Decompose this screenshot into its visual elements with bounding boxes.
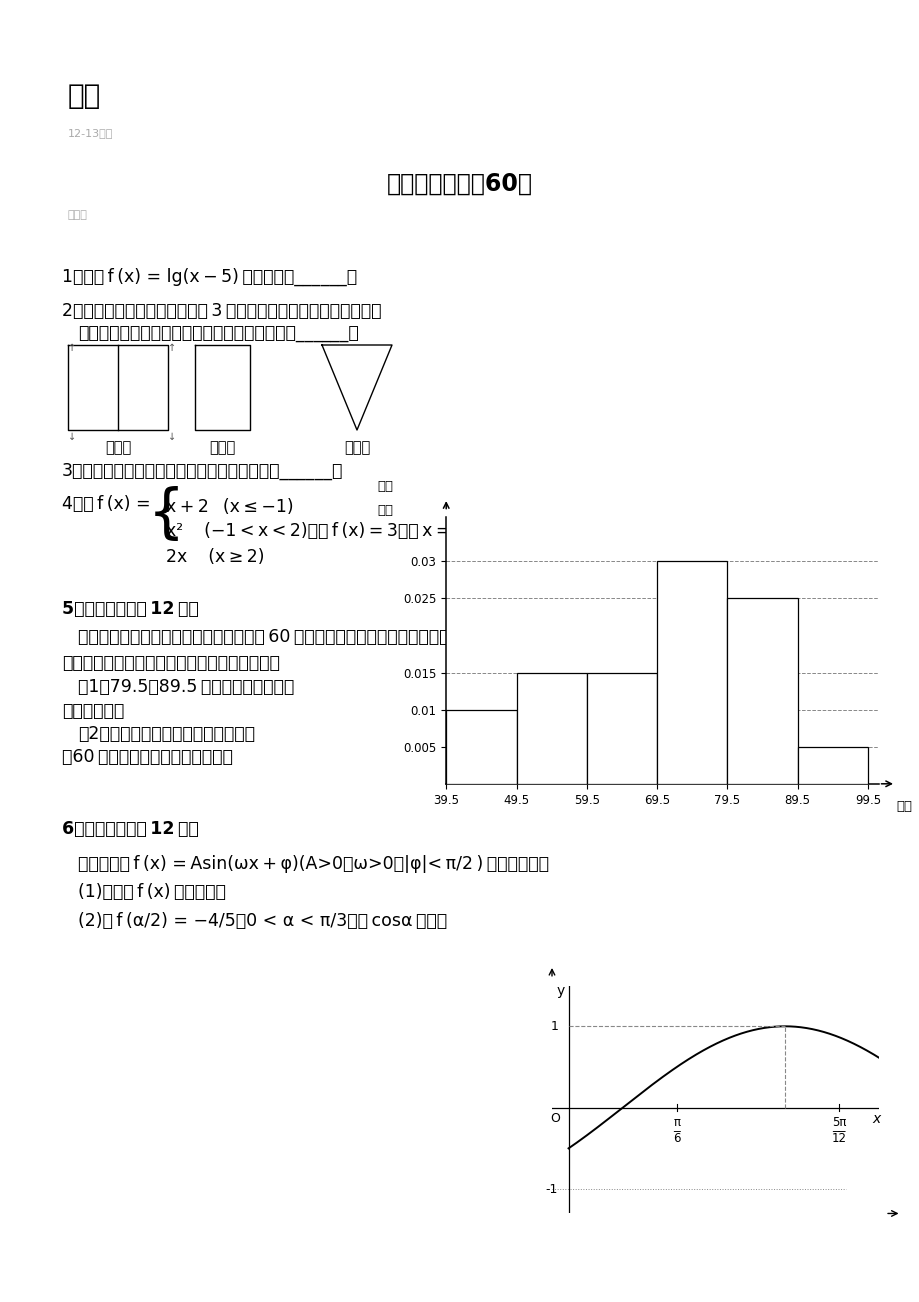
Text: （60 分及以上为及格）和平均分．: （60 分及以上为及格）和平均分． <box>62 749 233 766</box>
Text: ─: ─ <box>673 1125 679 1135</box>
Text: 1．函数 f (x) = lg(x − 5) 的定义域是______．: 1．函数 f (x) = lg(x − 5) 的定义域是______． <box>62 268 357 286</box>
Bar <box>516 673 586 784</box>
Text: 侧视图: 侧视图 <box>209 440 235 454</box>
Text: 5．（本小题满分 12 分）: 5．（本小题满分 12 分） <box>62 600 199 618</box>
Text: O: O <box>550 1112 560 1125</box>
Text: (2)若 f (α/2) = −4/5，0 < α < π/3，求 cosα 的值．: (2)若 f (α/2) = −4/5，0 < α < π/3，求 cosα 的… <box>78 911 447 930</box>
Text: 如图，从参加环保知识竞赛的学生中抽出 60 名，将其成绩（均为整数）整理后画出的频率: 如图，从参加环保知识竞赛的学生中抽出 60 名，将其成绩（均为整数）整理后画出的… <box>78 628 501 646</box>
Text: ↓: ↓ <box>168 432 176 441</box>
Text: 俯视图: 俯视图 <box>344 440 369 454</box>
Text: 右图是函数 f (x) = Asin(ωx + φ)(A>0，ω>0，|φ|< π/2 ) 的部分图象．: 右图是函数 f (x) = Asin(ωx + φ)(A>0，ω>0，|φ|< … <box>78 855 549 874</box>
Text: 填空题: 填空题 <box>68 210 88 220</box>
Text: ↑: ↑ <box>68 342 76 353</box>
Text: 3．运行右图所示的程序框图，则输出的结果是______．: 3．运行右图所示的程序框图，则输出的结果是______． <box>62 462 343 480</box>
Text: 1: 1 <box>550 1019 558 1032</box>
Bar <box>656 561 727 784</box>
Text: 4．设 f (x) =: 4．设 f (x) = <box>62 495 151 513</box>
Text: 分数: 分数 <box>896 801 912 814</box>
Text: ↓: ↓ <box>68 432 76 441</box>
Text: 12: 12 <box>831 1131 845 1144</box>
Text: ↑: ↑ <box>168 342 176 353</box>
Text: （2）估计这次环保知识竞赛的及格率: （2）估计这次环保知识竞赛的及格率 <box>78 725 255 743</box>
Bar <box>586 673 656 784</box>
Text: 2．一个三棱柱的底面是边长为 3 的正三角形，且侧棱垂直于底面，: 2．一个三棱柱的底面是边长为 3 的正三角形，且侧棱垂直于底面， <box>62 302 381 320</box>
Text: y: y <box>556 984 563 997</box>
Text: 正视图: 正视图 <box>105 440 131 454</box>
Text: 组距: 组距 <box>378 504 393 517</box>
Text: 2x      (x ≥ 2): 2x (x ≥ 2) <box>165 548 265 566</box>
Bar <box>797 747 868 784</box>
Text: 分别是多少？: 分别是多少？ <box>62 702 124 720</box>
Bar <box>446 710 516 784</box>
Text: ──: ── <box>832 1125 845 1135</box>
Text: 6: 6 <box>673 1131 680 1144</box>
Text: x + 2    (x ≤ −1): x + 2 (x ≤ −1) <box>165 497 293 516</box>
Text: 数学能力训练（60）: 数学能力训练（60） <box>387 172 532 197</box>
Text: {: { <box>148 486 185 543</box>
Text: 数学: 数学 <box>68 82 101 109</box>
Text: x: x <box>871 1112 879 1126</box>
Bar <box>727 599 797 784</box>
Text: x²      (−1 < x < 2)，若 f (x) = 3，则 x = ______．: x² (−1 < x < 2)，若 f (x) = 3，则 x = ______… <box>165 522 516 540</box>
Text: （1）79.5～89.5 这一组的频率、频数: （1）79.5～89.5 这一组的频率、频数 <box>78 678 294 697</box>
Text: (1)求函数 f (x) 的解析式；: (1)求函数 f (x) 的解析式； <box>78 883 226 901</box>
Text: 12-13学年: 12-13学年 <box>68 128 113 138</box>
Text: 频率: 频率 <box>378 480 393 493</box>
Text: 它的三视图如下图所示．则这个三棱柱的体积是______．: 它的三视图如下图所示．则这个三棱柱的体积是______． <box>78 326 358 342</box>
Text: 6．（本小题满分 12 分）: 6．（本小题满分 12 分） <box>62 820 199 838</box>
Text: -1: -1 <box>545 1182 558 1195</box>
Text: π: π <box>673 1116 679 1129</box>
Text: 5π: 5π <box>831 1116 845 1129</box>
Text: 分布直方图如下；请观察图形，求解下列问题：: 分布直方图如下；请观察图形，求解下列问题： <box>62 654 279 672</box>
